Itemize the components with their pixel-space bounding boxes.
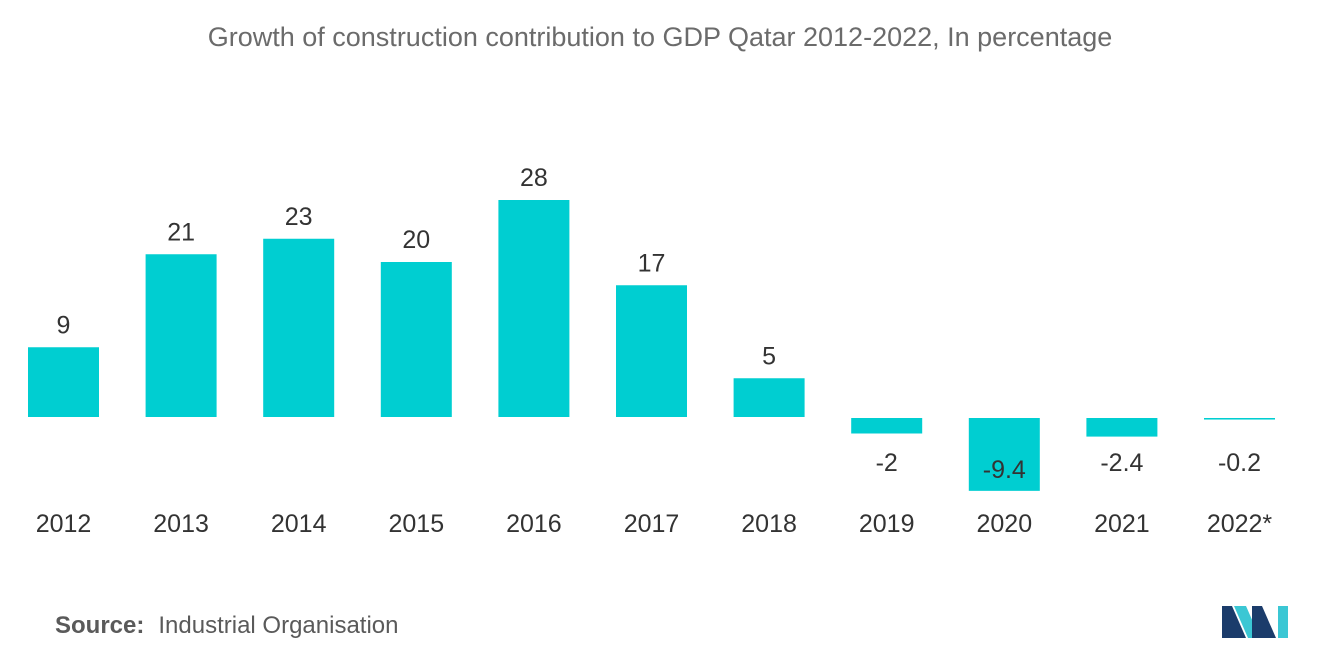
source-value: Industrial Organisation xyxy=(158,612,399,639)
data-label-2019: -2 xyxy=(876,449,898,477)
x-axis-ticks-group: 2012 2013 2014 2015 2016 2017 2018 2019 2020 2021… xyxy=(36,510,1273,538)
data-label-2013: 21 xyxy=(167,218,195,246)
bar-2015 xyxy=(380,262,452,417)
mordor-intelligence-logo-icon xyxy=(1222,606,1288,638)
bar-2013 xyxy=(145,254,217,417)
bar-2012 xyxy=(28,347,99,417)
x-tick-2013: 2013 xyxy=(153,510,209,538)
bar-2014 xyxy=(263,238,335,417)
x-tick-2020: 2020 xyxy=(976,510,1032,538)
x-tick-2015: 2015 xyxy=(388,510,444,538)
data-label-2020: -9.4 xyxy=(983,456,1026,484)
bar-2021 xyxy=(1086,418,1158,437)
data-label-2022*: -0.2 xyxy=(1218,449,1261,477)
x-tick-2014: 2014 xyxy=(271,510,327,538)
data-label-2016: 28 xyxy=(520,164,548,192)
chart-title: Growth of construction contribution to G… xyxy=(207,22,1113,52)
bar-2019 xyxy=(851,418,923,434)
data-label-2021: -2.4 xyxy=(1100,449,1143,477)
bar-2020 xyxy=(968,418,1040,491)
bar-2016 xyxy=(498,200,570,417)
data-label-2015: 20 xyxy=(402,226,430,254)
x-tick-2018: 2018 xyxy=(741,510,797,538)
data-label-2014: 23 xyxy=(285,203,313,231)
data-label-2017: 17 xyxy=(638,249,666,277)
bar-2017 xyxy=(616,285,687,417)
data-label-2012: 9 xyxy=(57,311,71,339)
x-tick-2012: 2012 xyxy=(36,510,92,538)
x-tick-2019: 2019 xyxy=(859,510,915,538)
x-tick-2021: 2021 xyxy=(1094,510,1150,538)
source-note: Source: Industrial Organisation xyxy=(55,612,399,640)
data-label-2018: 5 xyxy=(762,342,776,370)
bar-labels-group: 9 21 23 20 28 17 5 -2 -9.4 -2.4 -0.2 xyxy=(57,164,1262,484)
bars-group xyxy=(28,200,1275,491)
x-tick-2017: 2017 xyxy=(624,510,680,538)
x-tick-2022*: 2022* xyxy=(1207,510,1273,538)
bar-2022* xyxy=(1204,418,1275,420)
bar-2018 xyxy=(733,378,805,417)
x-tick-2016: 2016 xyxy=(506,510,562,538)
source-label: Source: xyxy=(55,612,145,639)
